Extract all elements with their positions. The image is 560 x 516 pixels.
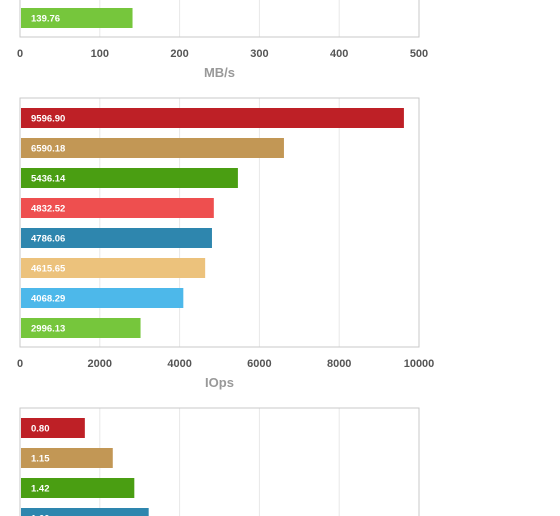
- plot-frame: [19, 97, 420, 348]
- bar-value-label: 1.42: [31, 484, 50, 495]
- bar-value-label: 6590.18: [31, 144, 65, 155]
- bar-value-label: 5436.14: [31, 174, 66, 185]
- bar: [21, 318, 141, 338]
- bar: [21, 258, 206, 278]
- x-tick-label: 100: [91, 48, 109, 60]
- x-tick-label: 500: [410, 48, 428, 60]
- bar: [21, 108, 404, 128]
- x-tick-label: 4000: [167, 358, 191, 370]
- bar-value-label: 4068.29: [31, 294, 65, 305]
- bar: [21, 138, 284, 158]
- bar-value-label: 0.80: [31, 424, 50, 435]
- x-axis-label: IOps: [205, 375, 234, 390]
- bar-value-label: 4786.06: [31, 234, 65, 245]
- bar: [21, 448, 113, 468]
- x-tick-label: 10000: [404, 358, 435, 370]
- plot-frame: [19, 0, 420, 38]
- bar-value-label: 139.76: [31, 14, 60, 25]
- bar-value-label: 1.60: [31, 514, 50, 516]
- bar-value-label: 2996.13: [31, 324, 65, 335]
- bar: [21, 508, 149, 516]
- bar: [21, 168, 238, 188]
- bar-value-label: 1.15: [31, 454, 50, 465]
- bar: [21, 198, 214, 218]
- bar: [21, 8, 133, 28]
- bar: [21, 288, 184, 308]
- bar-value-label: 4615.65: [31, 264, 66, 275]
- x-tick-label: 8000: [327, 358, 351, 370]
- bar-value-label: 4832.52: [31, 204, 65, 215]
- x-axis-label: MB/s: [204, 65, 235, 80]
- bar-value-label: 9596.90: [31, 114, 65, 125]
- x-tick-label: 400: [330, 48, 348, 60]
- x-tick-label: 0: [17, 358, 23, 370]
- x-tick-label: 200: [170, 48, 188, 60]
- x-tick-label: 6000: [247, 358, 271, 370]
- x-tick-label: 300: [250, 48, 268, 60]
- bar: [21, 478, 135, 498]
- x-tick-label: 0: [17, 48, 23, 60]
- bar: [21, 418, 85, 438]
- bar: [21, 228, 212, 248]
- plot-frame: [19, 407, 420, 516]
- x-tick-label: 2000: [88, 358, 112, 370]
